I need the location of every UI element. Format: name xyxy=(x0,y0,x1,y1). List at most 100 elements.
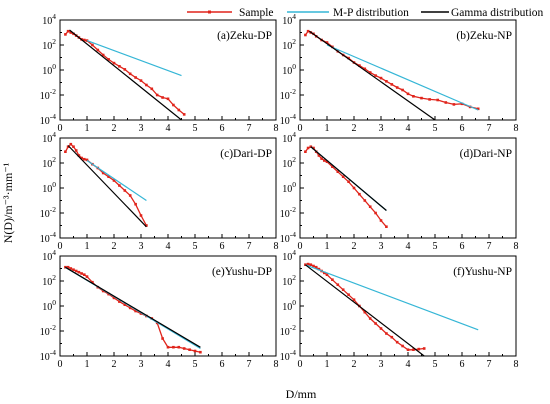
sample-point xyxy=(395,86,399,89)
sample-point xyxy=(85,275,89,278)
y-tick-label: 100 xyxy=(282,180,296,195)
sample-point xyxy=(112,179,116,182)
x-tick-label: 8 xyxy=(514,123,519,134)
series-sample-line xyxy=(305,263,425,351)
x-tick-label: 0 xyxy=(58,241,63,252)
x-tick-label: 3 xyxy=(139,241,144,252)
sample-point xyxy=(77,270,81,274)
series-sample-line xyxy=(64,30,185,115)
sample-point xyxy=(64,150,67,153)
sample-point xyxy=(336,170,340,173)
x-tick-label: 2 xyxy=(352,241,357,252)
sample-point xyxy=(436,98,439,102)
sample-point xyxy=(193,349,197,353)
panel-title: (c)Dari-DP xyxy=(220,148,272,160)
x-tick-label: 8 xyxy=(274,241,279,252)
sample-point xyxy=(417,347,421,351)
sample-point xyxy=(309,145,313,148)
sample-point xyxy=(317,267,321,271)
y-tick-label: 100 xyxy=(42,298,56,313)
sample-point xyxy=(80,272,83,275)
panel-title: (f)Yushu-NP xyxy=(453,266,512,278)
sample-point xyxy=(172,103,175,107)
sample-point xyxy=(401,344,404,348)
sample-point xyxy=(128,72,132,76)
sample-point xyxy=(134,202,137,206)
sample-point xyxy=(139,312,143,315)
series-sample-line xyxy=(304,146,387,228)
sample-point xyxy=(72,268,75,271)
plot-area xyxy=(304,29,480,120)
panel-2: 0 1 2 3 4 5 6 7 8 104 102 100 10-2 10-4 (b)Zeku-NP xyxy=(280,12,519,134)
plot-area xyxy=(304,262,479,356)
sample-point xyxy=(317,154,321,157)
sample-point xyxy=(379,219,383,222)
sample-point xyxy=(312,264,315,268)
sample-point xyxy=(320,157,323,160)
x-tick-label: 7 xyxy=(487,123,492,134)
y-tick-label: 102 xyxy=(42,155,56,170)
sample-point xyxy=(323,159,326,162)
sample-point xyxy=(347,56,350,60)
x-tick-label: 7 xyxy=(487,241,492,252)
x-tick-label: 0 xyxy=(298,123,303,134)
sample-point xyxy=(428,98,431,101)
y-tick-label: 102 xyxy=(42,37,56,52)
sample-point xyxy=(368,71,372,74)
series-gamma-line xyxy=(65,266,201,348)
x-tick-label: 6 xyxy=(220,359,225,370)
sample-point xyxy=(325,41,329,44)
x-tick-label: 4 xyxy=(166,241,171,252)
y-tick-label: 104 xyxy=(42,12,56,27)
y-tick-label: 10-2 xyxy=(280,323,296,338)
legend-mp-label: M-P distribution xyxy=(333,7,409,19)
y-tick-label: 104 xyxy=(282,12,296,27)
x-tick-label: 2 xyxy=(112,241,117,252)
sample-point xyxy=(406,348,410,351)
sample-point xyxy=(182,347,186,350)
plot-area xyxy=(64,29,186,120)
sample-point xyxy=(112,296,116,300)
y-tick-label: 104 xyxy=(282,130,296,145)
y-tick-label: 10-4 xyxy=(40,348,56,363)
sample-point xyxy=(128,194,132,197)
sample-point xyxy=(476,107,480,111)
x-tick-label: 6 xyxy=(220,241,225,252)
sample-point xyxy=(422,347,426,350)
x-tick-label: 0 xyxy=(58,123,63,134)
sample-point xyxy=(314,265,318,269)
x-tick-label: 2 xyxy=(112,123,117,134)
sample-point xyxy=(134,76,137,79)
sample-point xyxy=(80,156,83,160)
sample-point xyxy=(74,149,78,152)
sample-point xyxy=(112,61,116,65)
x-tick-label: 4 xyxy=(406,123,411,134)
x-tick-label: 3 xyxy=(379,241,384,252)
y-tick-label: 10-4 xyxy=(280,230,296,245)
sample-point xyxy=(91,43,94,47)
sample-point xyxy=(145,224,148,227)
y-tick-label: 100 xyxy=(42,62,56,77)
sample-point xyxy=(385,332,388,335)
sample-point xyxy=(341,288,345,291)
sample-point xyxy=(374,74,377,77)
y-tick-label: 104 xyxy=(42,248,56,263)
sample-point xyxy=(379,327,383,330)
sample-point xyxy=(444,101,448,104)
y-tick-label: 10-4 xyxy=(40,112,56,127)
sample-point xyxy=(85,158,89,162)
sample-point xyxy=(306,29,310,33)
x-tick-label: 1 xyxy=(325,123,330,134)
sample-point xyxy=(363,310,367,314)
x-tick-label: 5 xyxy=(193,359,198,370)
x-tick-label: 5 xyxy=(433,123,438,134)
sample-point xyxy=(172,345,175,349)
sample-point xyxy=(66,265,70,269)
sample-point xyxy=(309,263,313,266)
plot-area xyxy=(304,145,388,228)
x-tick-label: 6 xyxy=(460,359,465,370)
sample-point xyxy=(379,76,383,80)
x-tick-label: 6 xyxy=(460,123,465,134)
x-tick-label: 8 xyxy=(274,123,279,134)
